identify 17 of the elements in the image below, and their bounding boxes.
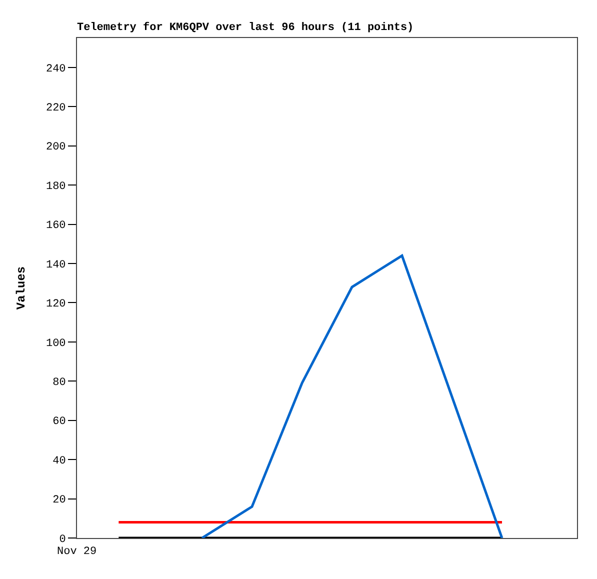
y-tick-label: 80: [52, 376, 66, 389]
chart-title: Telemetry for KM6QPV over last 96 hours (11 points): [77, 20, 414, 34]
y-tick-label: 20: [52, 494, 66, 507]
y-axis-title: Values: [14, 266, 28, 310]
y-tick-label: 100: [46, 338, 66, 350]
y-tick-label: 180: [46, 180, 66, 193]
line-series: [200, 254, 504, 538]
y-tick-label: 200: [46, 142, 66, 154]
y-tick-label: 120: [46, 298, 66, 311]
y-tick-label: 140: [46, 259, 66, 272]
y-tick-label: 0: [59, 534, 66, 546]
y-tick-label: 160: [46, 220, 66, 232]
y-tick-label: 60: [52, 416, 66, 428]
text: Nov 29: [57, 546, 97, 558]
y-tick-label: 240: [46, 63, 66, 76]
y-tick-label: 40: [52, 455, 66, 468]
y-tick-label: 220: [46, 102, 66, 114]
